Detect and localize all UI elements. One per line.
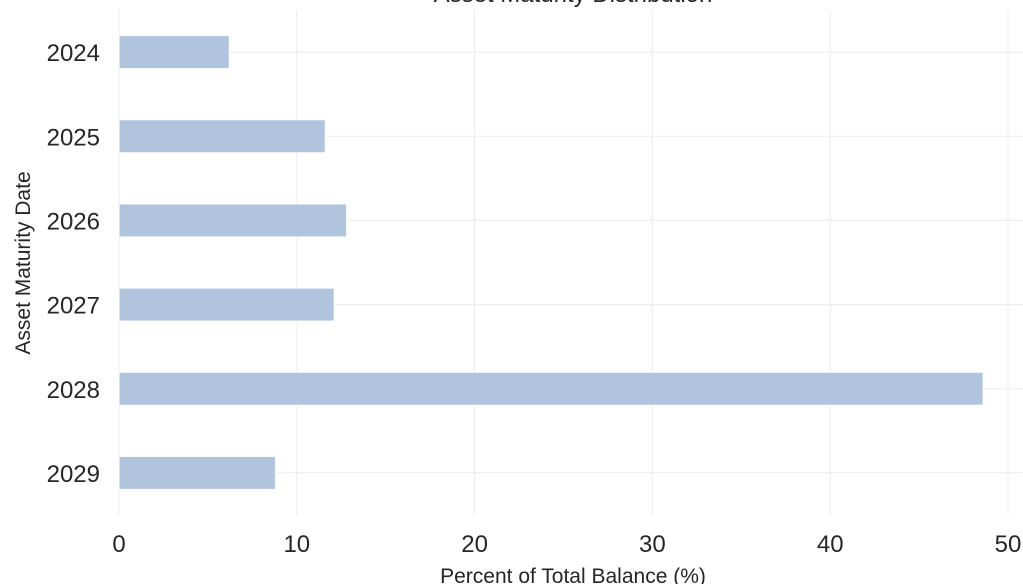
bar-2025 — [118, 119, 326, 154]
x-tick-label: 0 — [112, 531, 125, 558]
bar-2029 — [118, 455, 276, 490]
y-tick-label: 2029 — [47, 461, 100, 488]
y-tick-label: 2024 — [47, 40, 100, 67]
grid-lines — [118, 10, 1023, 515]
bar-2024 — [118, 35, 230, 70]
x-tick-label: 30 — [639, 531, 666, 558]
bar-2027 — [118, 287, 335, 322]
x-axis-label: Percent of Total Balance (%) — [440, 565, 706, 584]
x-tick-label: 40 — [817, 531, 844, 558]
y-axis-label: Asset Maturity Date — [12, 171, 35, 354]
y-tick-label: 2028 — [47, 377, 100, 404]
y-tick-label: 2025 — [47, 124, 100, 151]
x-tick-label: 20 — [461, 531, 488, 558]
y-tick-label: 2026 — [47, 208, 100, 235]
bar-2026 — [118, 203, 348, 238]
x-tick-label: 10 — [283, 531, 310, 558]
y-tick-label: 2027 — [47, 293, 100, 320]
bar-2028 — [118, 371, 984, 406]
x-tick-labels: 0 10 20 30 40 50 — [112, 531, 1021, 558]
x-tick-label: 50 — [995, 531, 1022, 558]
bars — [118, 35, 984, 490]
chart-title: Asset Maturity Distribution — [434, 0, 713, 8]
y-tick-labels: 2024 2025 2026 2027 2028 2029 — [47, 40, 100, 488]
